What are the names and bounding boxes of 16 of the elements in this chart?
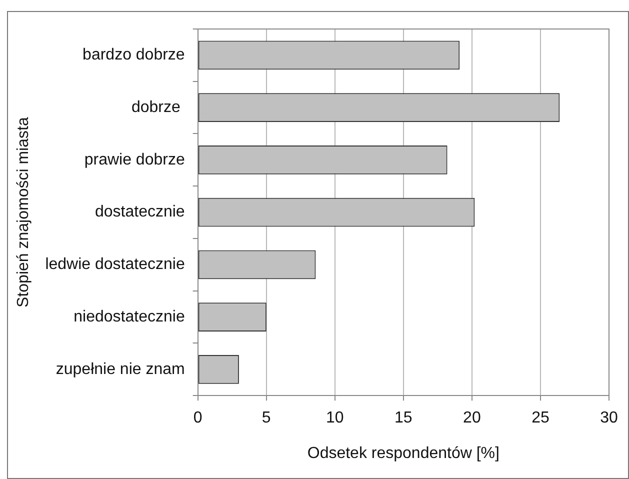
y-tick-label: zupełnie nie znam bbox=[56, 360, 185, 378]
x-tick-label: 10 bbox=[326, 410, 344, 427]
x-tick-label: 20 bbox=[463, 410, 481, 427]
y-tick-label: ledwie dostatecznie bbox=[45, 256, 185, 274]
y-axis-title: Stopień znajomości miasta bbox=[15, 117, 32, 308]
y-tick-label: prawie dobrze bbox=[84, 151, 185, 168]
x-tick-label: 25 bbox=[532, 410, 550, 427]
x-tick-label: 5 bbox=[262, 410, 271, 427]
y-tick-label: dostatecznie bbox=[94, 204, 185, 221]
x-axis-title: Odsetek respondentów [%] bbox=[307, 444, 500, 462]
y-tick-label: dobrze bbox=[131, 98, 185, 116]
y-tick-label: niedostatecznie bbox=[74, 308, 185, 326]
y-tick-label: bardzo dobrze bbox=[82, 46, 185, 64]
x-tick-label: 0 bbox=[193, 410, 202, 427]
x-tick-label: 15 bbox=[394, 410, 412, 427]
x-tick-label: 30 bbox=[600, 410, 618, 427]
